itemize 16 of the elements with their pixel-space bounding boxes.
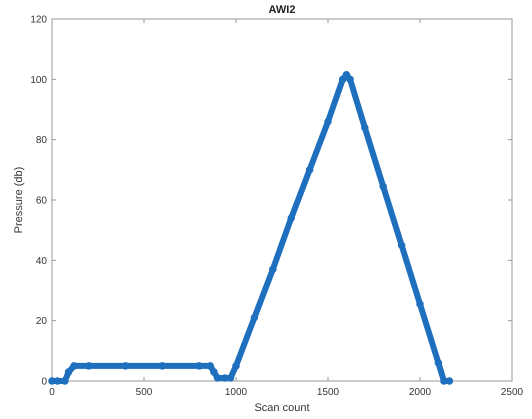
x-tick-label: 2000 <box>408 387 432 398</box>
y-tick-label: 60 <box>36 196 48 206</box>
y-tick-label: 80 <box>36 135 48 146</box>
x-tick-label: 0 <box>49 387 56 398</box>
x-tick-label: 1000 <box>224 387 248 398</box>
y-tick-label: 0 <box>41 376 48 388</box>
y-tick-label: 120 <box>30 14 48 26</box>
y-tick-label: 20 <box>36 316 48 328</box>
x-axis-title: Scan count <box>254 402 310 414</box>
x-tick-label: 500 <box>136 387 153 398</box>
x-tick-label: 1500 <box>316 387 340 398</box>
x-tick-label: 2500 <box>500 387 524 398</box>
y-axis-title: Pressure (db) <box>13 166 25 234</box>
y-tick-label: 100 <box>30 74 48 86</box>
chart-title: AWI2 <box>268 4 296 16</box>
y-tick-label: 40 <box>36 256 48 267</box>
